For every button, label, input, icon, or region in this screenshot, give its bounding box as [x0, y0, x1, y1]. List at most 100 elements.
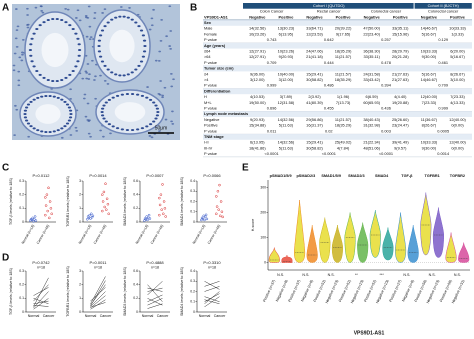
data-point	[204, 213, 208, 217]
nucleus	[66, 8, 70, 11]
p-value: 0.461	[438, 60, 448, 65]
data-point	[163, 207, 167, 210]
table-cell: 14(32.56)	[278, 117, 295, 122]
nucleus	[13, 134, 17, 137]
data-point	[220, 210, 224, 213]
crypt-lumen	[41, 32, 69, 68]
nucleus	[84, 16, 88, 19]
table-cell: 41(80.39)	[306, 100, 323, 105]
nucleus	[87, 5, 91, 8]
data-point	[91, 214, 95, 218]
nucleus	[125, 128, 130, 131]
x-tick-label: Positive (n=27)	[389, 279, 403, 303]
p-value: 0.478	[381, 60, 391, 65]
data-point	[88, 213, 91, 217]
y-tick-label: 0.2	[190, 199, 195, 203]
y-tick-label: 0.3	[19, 179, 24, 183]
x-tick-label: Normal (n=18)	[78, 224, 92, 245]
table-cell: 3(7.89)	[280, 94, 293, 99]
group-label: TGFBR2	[450, 174, 465, 178]
nucleus	[12, 69, 16, 72]
table-cell: 9(9.57)	[394, 145, 407, 150]
annotation: ***	[380, 273, 385, 277]
data-point	[162, 212, 165, 216]
p-value: 0.999	[438, 105, 448, 110]
data-point	[218, 183, 221, 187]
x-tick-label: Positive (n=52)	[338, 279, 352, 303]
nucleus	[168, 5, 172, 8]
nucleus	[126, 73, 130, 76]
nucleus	[69, 113, 73, 115]
section-label: TNM stage	[204, 134, 225, 139]
table-cell: 1(3.33)	[451, 31, 464, 36]
nucleus	[126, 16, 130, 19]
paired-line	[90, 291, 106, 307]
table-cell: 38(40.43)	[363, 117, 380, 122]
nucleus	[145, 96, 149, 99]
nucleus	[102, 117, 106, 120]
group-label: TGFBR1	[425, 174, 440, 178]
nucleus	[109, 132, 112, 135]
nucleus	[170, 85, 174, 88]
x-tick-label: Positive (n=56)	[414, 279, 428, 303]
table-cell: 33(43.42)	[363, 77, 380, 82]
nucleus	[55, 17, 59, 20]
y-axis-label: TGFBR1 levels (relative to 18S)	[66, 176, 70, 227]
nucleus	[170, 120, 173, 123]
nucleus	[78, 19, 82, 22]
y-tick-label: 0	[193, 220, 195, 224]
data-point	[31, 216, 34, 220]
x-tick-label: Negative (n=8)	[275, 279, 289, 302]
x-tick-label: Positive (n=52)	[313, 279, 327, 303]
y-tick-label: 0	[136, 310, 138, 314]
data-point	[101, 193, 104, 196]
violin	[281, 254, 293, 263]
nucleus	[107, 98, 111, 101]
table-cell: 29(56.86)	[306, 117, 323, 122]
data-point	[162, 200, 166, 203]
y-axis-label: H-score	[251, 219, 255, 232]
section-bg	[203, 88, 472, 95]
section-label: Lymph node metastasis	[204, 111, 248, 116]
nucleus	[16, 25, 20, 28]
table-cell: 21(27.63)	[392, 71, 409, 76]
paired-line	[90, 280, 106, 306]
nucleus	[44, 95, 48, 98]
nucleus	[159, 80, 163, 82]
paired-line	[33, 298, 49, 310]
x-tick-label: Normal	[199, 314, 211, 318]
nucleus	[97, 45, 101, 47]
paired-line	[147, 298, 163, 306]
paired-line	[147, 294, 163, 302]
table-cell: 11(21.57)	[335, 54, 352, 59]
section-label: Sex	[204, 20, 212, 25]
row-label: M+L	[204, 100, 213, 105]
nucleus	[158, 50, 162, 53]
data-point	[101, 209, 104, 213]
data-point	[215, 195, 218, 198]
table-cell: 5(16.67)	[422, 71, 437, 76]
nucleus	[88, 73, 91, 76]
table-cell: 18(35.29)	[335, 123, 352, 128]
table-cell: 9(20.93)	[250, 117, 265, 122]
x-tick-label: Normal	[142, 314, 154, 318]
nucleus	[63, 125, 67, 128]
x-tick-label: Normal (n=18)	[21, 224, 35, 245]
nucleus	[100, 29, 105, 32]
paired-line	[204, 293, 220, 302]
nucleus	[154, 104, 158, 107]
table-cell: 14(46.67)	[421, 77, 438, 82]
nucleus	[40, 10, 44, 12]
nucleus	[18, 56, 22, 59]
data-point	[103, 205, 106, 209]
violin	[395, 212, 407, 263]
nucleus	[15, 45, 19, 48]
nucleus	[149, 98, 153, 101]
nucleus	[30, 37, 34, 40]
nucleus	[32, 98, 36, 101]
nucleus	[76, 37, 80, 40]
x-tick-label: Negative (n=23)	[325, 279, 339, 304]
row-label: >4	[204, 77, 209, 82]
nucleus	[42, 76, 46, 79]
data-point	[204, 215, 207, 219]
